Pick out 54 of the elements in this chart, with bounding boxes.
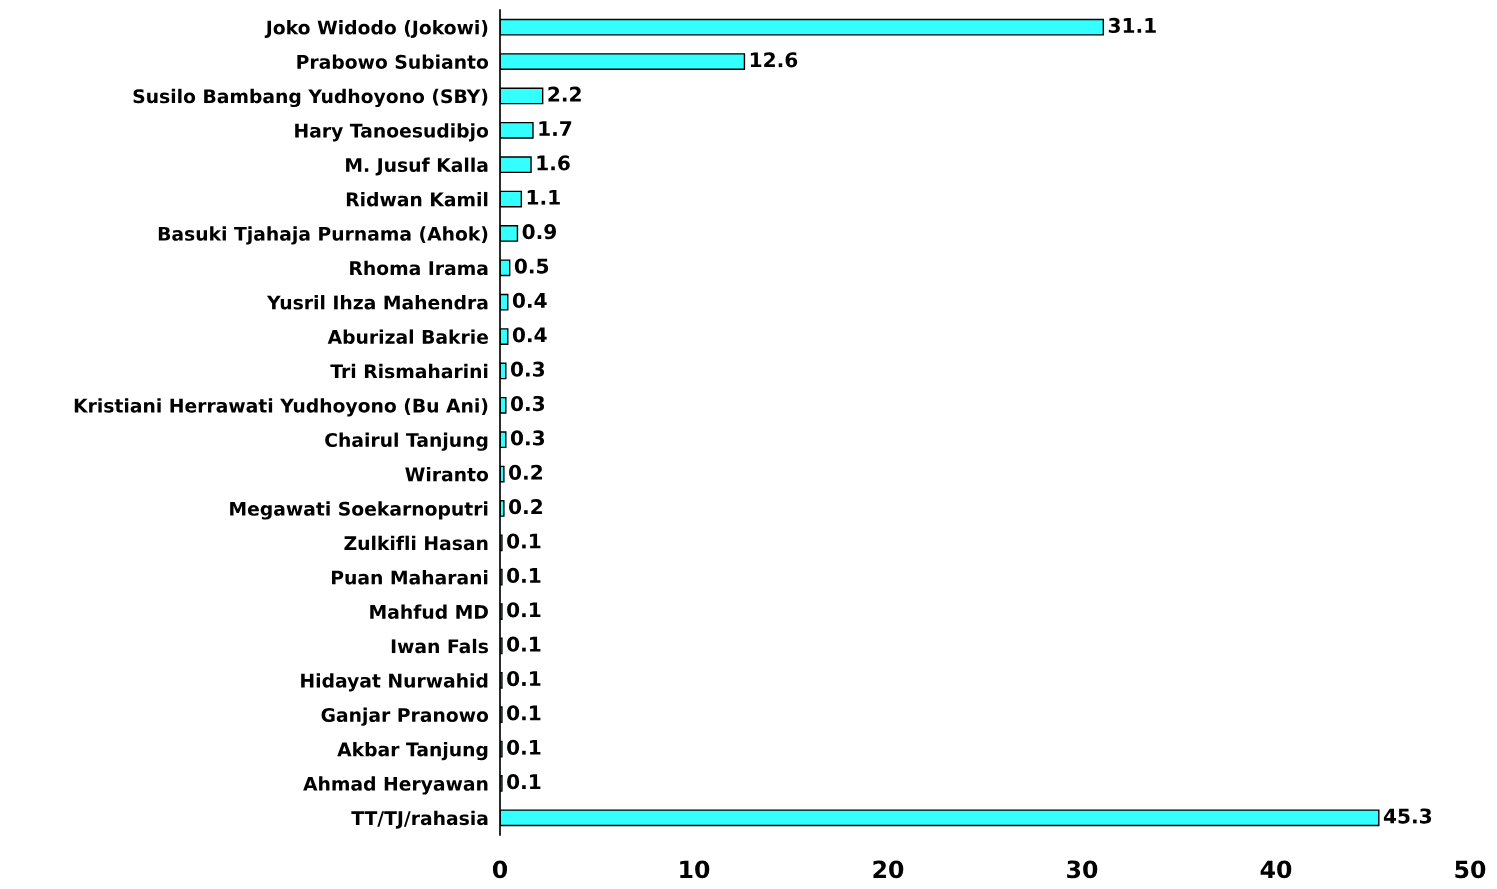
y-tick-label: Iwan Fals — [391, 638, 488, 654]
data-label: 0.1 — [507, 739, 541, 755]
x-tick-label: 50 — [1455, 860, 1486, 879]
y-tick-label: Basuki Tjahaja Purnama (Ahok) — [158, 226, 488, 245]
y-tick-label: TT/TJ/rahasia — [351, 810, 488, 829]
y-tick-label: Wiranto — [405, 466, 489, 482]
y-tick-label: Aburizal Bakrie — [327, 329, 488, 344]
y-tick-label: Chairul Tanjung — [325, 432, 488, 451]
data-label: 31.1 — [1108, 17, 1156, 34]
y-tick-label: Akbar Tanjung — [337, 741, 488, 761]
data-label: 0.1 — [507, 670, 541, 687]
data-label: 0.2 — [509, 499, 542, 515]
data-label: 0.1 — [507, 705, 541, 721]
x-tick-label: 40 — [1260, 860, 1292, 879]
x-tick-label: 10 — [680, 860, 710, 879]
data-label: 0.1 — [507, 602, 541, 618]
y-tick-label: Megawati Soekarnoputri — [230, 501, 488, 520]
y-tick-label: Yusril Ihza Mahendra — [266, 295, 488, 310]
y-tick-label: Puan Maharani — [332, 570, 488, 585]
data-label: 0.3 — [510, 430, 545, 446]
data-label: 0.9 — [522, 224, 557, 240]
y-tick-label: Susilo Bambang Yudhoyono (SBY) — [133, 88, 488, 108]
data-label: 45.3 — [1383, 808, 1432, 824]
data-label: 0.2 — [509, 464, 542, 480]
y-tick-label: Rhoma Irama — [350, 260, 488, 276]
y-tick-label: Ridwan Kamil — [346, 191, 488, 207]
y-tick-label: Ahmad Heryawan — [303, 776, 488, 795]
y-tick-label: Tri Rismaharini — [330, 363, 488, 379]
data-label: 2.2 — [548, 86, 581, 102]
y-tick-label: M. Jusuf Kalla — [346, 157, 488, 176]
data-label: 12.6 — [750, 52, 798, 68]
y-tick-label: Joko Widodo (Jokowi) — [264, 20, 488, 39]
x-tick-label: 20 — [873, 860, 904, 879]
x-tick-label: 30 — [1067, 860, 1098, 879]
y-tick-label: Mahfud MD — [370, 604, 488, 619]
data-label: 0.5 — [514, 258, 549, 274]
data-label: 0.3 — [510, 395, 545, 412]
data-label: 0.4 — [512, 327, 547, 343]
data-label: 0.1 — [507, 533, 541, 549]
y-tick-label: Kristiani Herrawati Yudhoyono (Bu Ani) — [74, 398, 488, 417]
data-label: 1.1 — [527, 189, 560, 205]
data-label: 0.4 — [512, 292, 547, 309]
y-tick-label: Prabowo Subianto — [297, 54, 489, 69]
data-label: 0.1 — [507, 774, 541, 790]
data-label: 0.1 — [507, 567, 541, 584]
data-label: 1.7 — [539, 121, 572, 136]
data-label: 0.3 — [510, 361, 545, 377]
y-tick-label: Ganjar Pranowo — [321, 707, 489, 726]
y-tick-label: Zulkifli Hasan — [344, 535, 488, 551]
y-tick-label: Hary Tanoesudibjo — [295, 123, 489, 142]
data-label: 0.1 — [507, 636, 541, 652]
x-tick-label: 0 — [492, 860, 508, 879]
data-label: 1.6 — [537, 155, 570, 171]
y-tick-label: Hidayat Nurwahid — [301, 673, 488, 692]
